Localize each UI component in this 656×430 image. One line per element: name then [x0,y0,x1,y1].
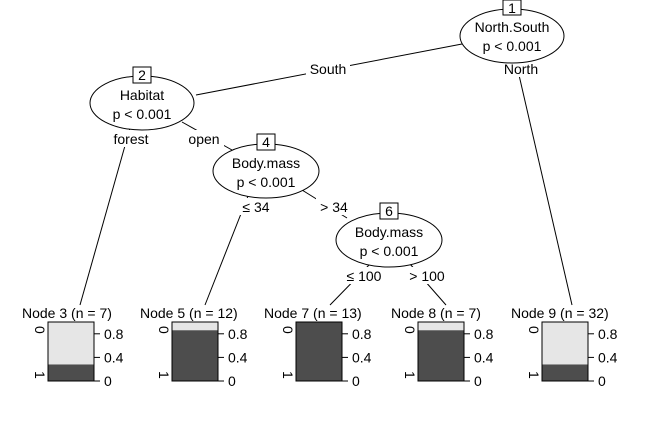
inner-node-4: 4 Body.mass p < 0.001 [212,133,320,199]
edge-1-9 [515,61,573,306]
axis-tick-label: 0 [352,373,360,389]
axis-tick-label: 0 [598,373,606,389]
bar-segment-dark [542,364,588,381]
node-id-box [502,0,522,16]
bar-segment-light [418,322,464,331]
category-label-bottom: 1 [526,371,542,379]
bar-segment-light [48,322,94,365]
terminal-title: Node 7 (n = 13) [264,305,362,321]
bar-segment-light [172,322,218,331]
inner-node-2: 2 Habitat p < 0.001 [89,66,195,131]
node-id: 6 [385,203,393,219]
node-id: 4 [262,134,270,150]
edge-label-forest: forest [113,131,148,147]
terminal-title: Node 8 (n = 7) [391,305,481,321]
bar-segment-light [542,322,588,365]
edge-label-open: open [188,131,219,147]
edge-2-3 [79,127,131,306]
axis-tick-label: 0.4 [228,349,248,365]
p-value: p < 0.001 [237,174,296,190]
category-label-bottom: 1 [32,371,48,379]
terminal-node-3: Node 3 (n = 7) 0.8 0.4 0 0 1 [22,305,124,389]
edge-label-gt-100: > 100 [409,268,445,284]
axis-tick-label: 0 [104,373,112,389]
terminal-title: Node 9 (n = 32) [511,305,609,321]
terminal-node-5: Node 5 (n = 12) 0.8 0.4 0 0 1 [140,305,248,389]
node-id-box [256,133,276,151]
split-variable: Body.mass [355,224,423,240]
node-id-box [132,66,152,84]
split-variable: Habitat [120,87,164,103]
p-value: p < 0.001 [113,106,172,122]
axis-tick-label: 0.8 [598,326,618,342]
category-label-top: 0 [156,326,172,334]
terminal-node-8: Node 8 (n = 7) 0.8 0.4 0 0 1 [391,305,494,389]
terminal-node-7: Node 7 (n = 13) 0.8 0.4 0 0 1 [264,305,372,389]
node-id: 1 [508,0,516,16]
p-value: p < 0.001 [483,38,542,54]
bar-segment-dark [48,364,94,381]
axis-tick-label: 0 [228,373,236,389]
terminal-title: Node 5 (n = 12) [140,305,238,321]
split-variable: Body.mass [232,155,300,171]
axis-tick-label: 0.8 [228,326,248,342]
edge-label-gt-34: > 34 [320,199,348,215]
bar-segment-dark [418,330,464,381]
category-label-bottom: 1 [402,371,418,379]
edge-label-north: North [504,61,538,77]
split-variable: North.South [475,19,550,35]
category-label-bottom: 1 [280,371,296,379]
node-id: 2 [138,67,146,83]
axis-tick-label: 0.4 [352,349,372,365]
edge-label-le-100: ≤ 100 [347,268,382,284]
axis-tick-label: 0.4 [104,349,124,365]
axis-tick-label: 0.8 [104,326,124,342]
axis-tick-label: 0.4 [474,349,494,365]
terminal-node-9: Node 9 (n = 32) 0.8 0.4 0 0 1 [511,305,618,389]
node-id-box [379,202,399,220]
terminal-title: Node 3 (n = 7) [22,305,112,321]
category-label-bottom: 1 [156,371,172,379]
inner-node-6: 6 Body.mass p < 0.001 [335,202,443,268]
edge-label-south: South [310,61,347,77]
axis-tick-label: 0.4 [598,349,618,365]
category-label-top: 0 [280,326,296,334]
bar-segment-dark [296,322,342,381]
category-label-top: 0 [402,326,418,334]
edge-label-le-34: ≤ 34 [242,199,269,215]
axis-tick-label: 0.8 [352,326,372,342]
edge-labels: South North forest open ≤ 34 > 34 ≤ 100 … [108,60,542,284]
inner-node-1: 1 North.South p < 0.001 [459,0,565,64]
bar-segment-dark [172,330,218,381]
axis-tick-label: 0.8 [474,326,494,342]
category-label-top: 0 [526,326,542,334]
axis-tick-label: 0 [474,373,482,389]
p-value: p < 0.001 [360,243,419,259]
category-label-top: 0 [32,326,48,334]
